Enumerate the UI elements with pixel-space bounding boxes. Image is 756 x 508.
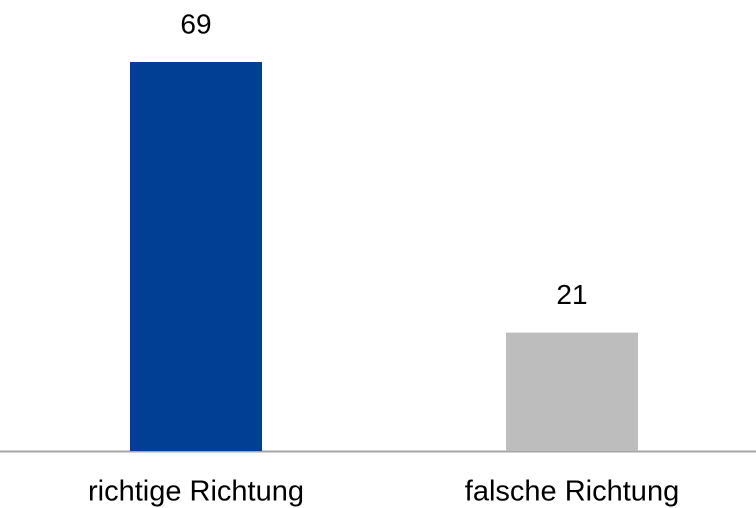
x-tick-label: richtige Richtung <box>88 476 304 508</box>
bar <box>506 332 638 451</box>
value-label: 21 <box>556 279 587 310</box>
bar <box>130 62 262 451</box>
x-tick-label: falsche Richtung <box>465 476 679 508</box>
value-label: 69 <box>180 8 211 39</box>
